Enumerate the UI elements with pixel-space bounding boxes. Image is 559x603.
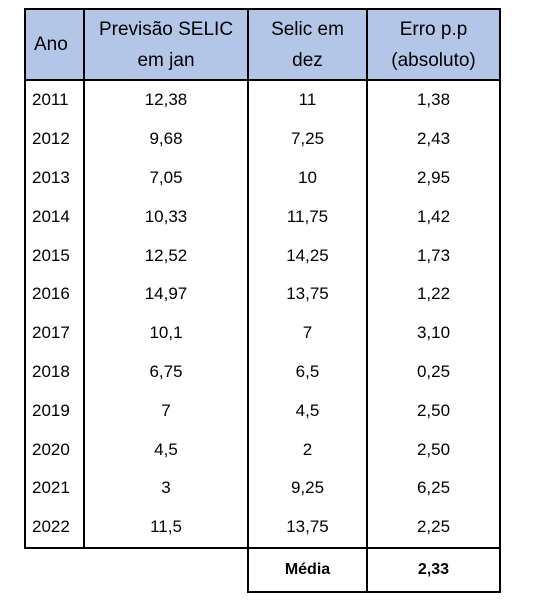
cell-selic: 14,25 [247,236,368,275]
cell-previsao: 12,38 [83,80,249,120]
table-row: 2016 14,97 13,75 1,22 [24,274,501,314]
header-erro-line1: Erro p.p [399,18,468,40]
cell-erro: 6,25 [366,468,501,508]
selic-table-container: Ano Previsão SELIC em jan Selic em dez E… [24,8,501,593]
table-row: 2013 7,05 10 2,95 [24,158,501,198]
cell-selic: 11,75 [247,197,368,237]
cell-erro: 1,38 [366,80,501,120]
cell-previsao: 14,97 [83,274,249,314]
cell-erro: 1,73 [366,236,501,275]
cell-selic: 2 [247,430,368,469]
cell-previsao: 11,5 [83,507,249,549]
cell-selic: 11 [247,80,368,120]
cell-ano: 2011 [24,80,85,120]
cell-erro: 2,95 [366,158,501,198]
cell-selic: 10 [247,158,368,198]
table-row: 2018 6,75 6,5 0,25 [24,352,501,392]
table-row: 2022 11,5 13,75 2,25 [24,507,501,549]
cell-selic: 6,5 [247,352,368,392]
cell-ano: 2019 [24,391,85,431]
footer-row: Média 2,33 [25,546,501,593]
media-value: 2,33 [366,546,501,593]
cell-selic: 13,75 [247,274,368,314]
cell-ano: 2020 [24,430,85,469]
cell-ano: 2013 [24,158,85,198]
table-row: 2015 12,52 14,25 1,73 [24,236,501,275]
table-row: 2012 9,68 7,25 2,43 [24,119,501,159]
cell-erro: 0,25 [366,352,501,392]
cell-ano: 2016 [24,274,85,314]
selic-forecast-table: Ano Previsão SELIC em jan Selic em dez E… [24,8,501,593]
table-footer: Média 2,33 [25,546,501,593]
header-ano-label: Ano [34,34,68,55]
table-row: 2011 12,38 11 1,38 [24,80,501,120]
cell-erro: 1,22 [366,274,501,314]
cell-erro: 2,50 [366,430,501,469]
cell-ano: 2014 [24,197,85,237]
cell-previsao: 12,52 [83,236,249,275]
cell-previsao: 7 [83,391,249,431]
cell-erro: 2,25 [366,507,501,549]
header-previsao: Previsão SELIC em jan [83,8,249,81]
cell-previsao: 10,1 [83,313,249,353]
table-row: 2014 10,33 11,75 1,42 [24,197,501,237]
header-erro: Erro p.p (absoluto) [366,8,501,81]
cell-selic: 7,25 [247,119,368,159]
footer-blank-cell [25,548,248,592]
table-header: Ano Previsão SELIC em jan Selic em dez E… [24,8,501,81]
header-row: Ano Previsão SELIC em jan Selic em dez E… [24,8,501,81]
cell-selic: 9,25 [247,468,368,508]
cell-previsao: 10,33 [83,197,249,237]
cell-ano: 2015 [24,236,85,275]
cell-selic: 13,75 [247,507,368,549]
cell-ano: 2022 [24,507,85,549]
cell-erro: 2,43 [366,119,501,159]
header-selic: Selic em dez [247,8,368,81]
table-row: 2019 7 4,5 2,50 [24,391,501,431]
media-label: Média [247,546,368,593]
cell-previsao: 4,5 [83,430,249,469]
header-selic-line1: Selic em [271,18,344,40]
cell-selic: 7 [247,313,368,353]
cell-erro: 1,42 [366,197,501,237]
cell-selic: 4,5 [247,391,368,431]
cell-erro: 3,10 [366,313,501,353]
table-row: 2021 3 9,25 6,25 [24,468,501,508]
cell-previsao: 7,05 [83,158,249,198]
header-ano: Ano [24,8,85,81]
cell-previsao: 3 [83,468,249,508]
table-body: 2011 12,38 11 1,38 2012 9,68 7,25 2,43 2013 7,05 1… [24,80,501,549]
table-row: 2020 4,5 2 2,50 [24,430,501,469]
header-previsao-line1: Previsão SELIC [98,18,234,40]
cell-ano: 2017 [24,313,85,353]
cell-ano: 2012 [24,119,85,159]
header-previsao-line2: em jan [137,49,195,71]
table-row: 2017 10,1 7 3,10 [24,313,501,353]
cell-ano: 2021 [24,468,85,508]
cell-erro: 2,50 [366,391,501,431]
cell-previsao: 9,68 [83,119,249,159]
cell-ano: 2018 [24,352,85,392]
cell-previsao: 6,75 [83,352,249,392]
header-selic-line2: dez [292,49,323,71]
header-erro-line2: (absoluto) [391,49,476,71]
